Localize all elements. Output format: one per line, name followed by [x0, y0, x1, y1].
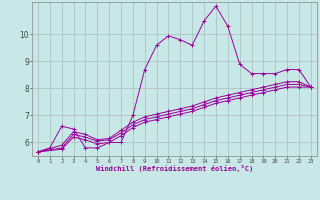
X-axis label: Windchill (Refroidissement éolien,°C): Windchill (Refroidissement éolien,°C)	[96, 165, 253, 172]
